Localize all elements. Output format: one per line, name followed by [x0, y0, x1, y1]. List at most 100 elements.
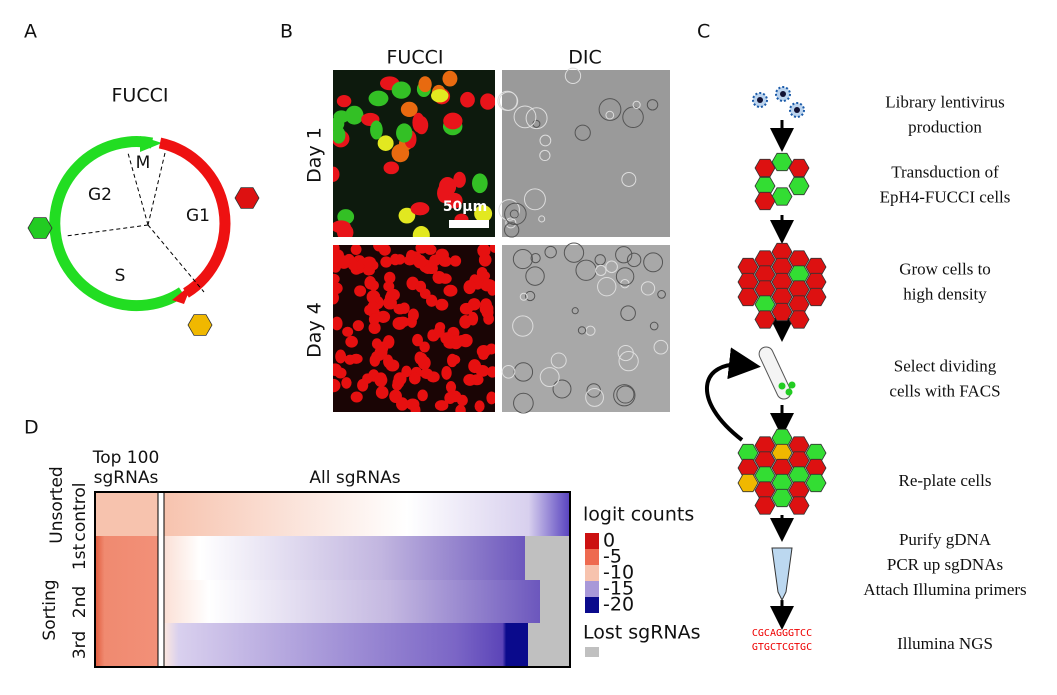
cell [440, 332, 454, 345]
virus-core [757, 97, 763, 103]
cell [345, 335, 358, 348]
cell [335, 349, 347, 364]
column-header: FUCCI [387, 47, 444, 69]
cell [489, 245, 495, 253]
cell [434, 400, 449, 411]
cell [443, 112, 463, 130]
cell [463, 280, 476, 295]
legend-tick: -5 [603, 546, 622, 568]
legend-title: logit counts [583, 504, 694, 526]
legend-swatch [585, 533, 599, 549]
cell [375, 386, 389, 399]
cell [453, 171, 466, 188]
row-header: Day 4 [304, 302, 326, 358]
hexagon [754, 158, 776, 178]
cell [407, 308, 419, 322]
cell-outline [509, 209, 519, 219]
legend-tick: -15 [603, 578, 634, 600]
cell-outline [605, 110, 615, 120]
cell [333, 316, 343, 331]
cell-outline [512, 315, 534, 337]
cell [380, 256, 392, 268]
group-label: Sorting [40, 579, 60, 640]
hexagon [754, 191, 776, 211]
panel-title: FUCCI [112, 85, 169, 107]
cell [333, 378, 341, 393]
step-text: EpH4-FUCCI cells [880, 187, 1011, 206]
cell [412, 333, 423, 347]
legend-tick: -10 [603, 562, 634, 584]
cell [445, 381, 457, 394]
cell [376, 310, 391, 323]
cell-outline [513, 392, 534, 414]
cell [480, 93, 495, 110]
micrograph [502, 70, 670, 237]
cell-outline [653, 339, 669, 355]
g-arc [49, 136, 186, 312]
cell [377, 135, 394, 151]
cell [370, 120, 383, 140]
legend-tick: 0 [603, 530, 615, 552]
cell [788, 381, 796, 389]
cell [400, 101, 418, 118]
cell [378, 245, 391, 256]
hexagon [737, 473, 759, 493]
cell [438, 177, 457, 196]
hexagon [771, 152, 793, 172]
cell [392, 376, 405, 389]
cell-outline [597, 277, 617, 297]
cell-outline [622, 106, 644, 129]
hexagon [754, 496, 776, 515]
cell [374, 373, 388, 387]
cell [350, 391, 363, 403]
cell-outline [643, 252, 664, 273]
cell [333, 110, 350, 123]
row-label: 1st [70, 543, 90, 570]
cell-outline [615, 267, 635, 286]
hexagon [771, 187, 793, 206]
cell [487, 366, 495, 378]
column-header: DIC [568, 47, 602, 69]
r-arc [158, 137, 231, 298]
cell [478, 253, 492, 267]
cell [344, 354, 356, 365]
cell-outline [504, 202, 527, 226]
cell [433, 325, 445, 338]
cell-outline [552, 379, 572, 399]
legend-swatch [585, 565, 599, 581]
cell-outline [598, 98, 622, 121]
cell-outline [613, 384, 636, 407]
cell [446, 192, 463, 209]
scale-bar-label: 50μm [443, 199, 487, 215]
cell-outline [538, 215, 546, 223]
row-label: 2nd [70, 586, 90, 618]
cell [333, 273, 340, 285]
step-text: Attach Illumina primers [863, 580, 1026, 599]
cell-outline [564, 67, 582, 84]
cell [459, 302, 473, 315]
group-label: Unsorted [47, 466, 67, 543]
cell [333, 166, 340, 182]
step-text: Select dividing [894, 356, 997, 375]
cell [350, 245, 362, 255]
cell [483, 312, 494, 325]
cell-outline [626, 252, 642, 268]
cell [417, 389, 428, 402]
step-text: Transduction of [891, 162, 999, 181]
cell [447, 353, 458, 368]
cell-outline [539, 367, 560, 388]
cell [333, 282, 343, 295]
column-header: All sgRNAs [309, 468, 400, 488]
cell [458, 333, 473, 348]
cell-outline [519, 292, 528, 301]
cell [385, 359, 400, 372]
cell [778, 382, 786, 390]
cell [459, 315, 472, 329]
row-label: control [70, 483, 90, 542]
cell [441, 365, 452, 380]
cell [410, 202, 430, 216]
step-text: Library lentivirus [885, 92, 1004, 111]
cell-outline [497, 90, 518, 111]
cell [399, 302, 410, 314]
